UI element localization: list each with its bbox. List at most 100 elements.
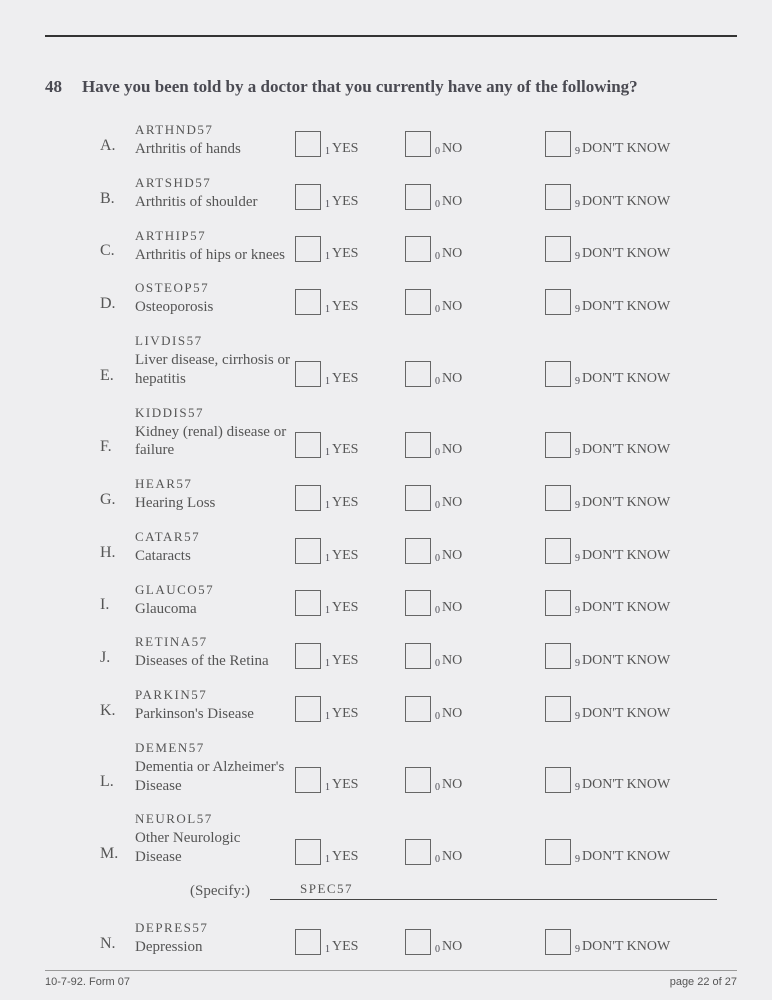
checkbox-no[interactable] (405, 184, 431, 210)
checkbox-no[interactable] (405, 767, 431, 793)
label-no: NO (442, 706, 462, 722)
sub-dk: 9 (575, 199, 580, 210)
checkbox-yes[interactable] (295, 590, 321, 616)
option-no: 0 NO (405, 361, 545, 389)
item-letter: C. (100, 242, 135, 264)
label-yes: YES (332, 548, 358, 564)
checkbox-yes[interactable] (295, 929, 321, 955)
label-no: NO (442, 371, 462, 387)
label-yes: YES (332, 141, 358, 157)
item-label: Other Neurologic Disease (135, 829, 290, 867)
checkbox-yes[interactable] (295, 131, 321, 157)
sub-no: 0 (435, 854, 440, 865)
sub-yes: 1 (325, 553, 330, 564)
checkbox-yes[interactable] (295, 236, 321, 262)
checkbox-yes[interactable] (295, 184, 321, 210)
checkbox-no[interactable] (405, 839, 431, 865)
specify-line[interactable]: SPEC57 (270, 899, 717, 900)
checkbox-dk[interactable] (545, 696, 571, 722)
option-no: 0 NO (405, 538, 545, 566)
checkbox-no[interactable] (405, 432, 431, 458)
item-letter: G. (100, 491, 135, 513)
item-row: E. LIVDIS57 Liver disease, cirrhosis or … (100, 333, 737, 389)
option-no: 0 NO (405, 485, 545, 513)
option-no: 0 NO (405, 184, 545, 212)
item-letter: N. (100, 935, 135, 957)
item-letter: H. (100, 544, 135, 566)
checkbox-yes[interactable] (295, 538, 321, 564)
option-dont-know: 9 DON'T KNOW (545, 929, 670, 957)
checkbox-yes[interactable] (295, 361, 321, 387)
checkbox-dk[interactable] (545, 767, 571, 793)
item-row: A. ARTHND57 Arthritis of hands 1 YES 0 N… (100, 122, 737, 159)
label-no: NO (442, 548, 462, 564)
specify-row: (Specify:) SPEC57 (190, 883, 737, 900)
option-dont-know: 9 DON'T KNOW (545, 767, 670, 795)
checkbox-yes[interactable] (295, 485, 321, 511)
specify-code: SPEC57 (300, 881, 353, 897)
item-code: DEMEN57 (135, 740, 290, 756)
option-no: 0 NO (405, 696, 545, 724)
item-row: L. DEMEN57 Dementia or Alzheimer's Disea… (100, 740, 737, 796)
label-no: NO (442, 600, 462, 616)
checkbox-yes[interactable] (295, 839, 321, 865)
checkbox-dk[interactable] (545, 184, 571, 210)
option-no: 0 NO (405, 432, 545, 460)
label-block: ARTHIP57 Arthritis of hips or knees (135, 228, 290, 265)
sub-dk: 9 (575, 711, 580, 722)
checkbox-dk[interactable] (545, 236, 571, 262)
checkbox-no[interactable] (405, 590, 431, 616)
checkbox-no[interactable] (405, 361, 431, 387)
item-row: D. OSTEOP57 Osteoporosis 1 YES 0 NO 9 DO… (100, 280, 737, 317)
item-label: Diseases of the Retina (135, 652, 290, 671)
sub-yes: 1 (325, 944, 330, 955)
option-yes: 1 YES (295, 131, 405, 159)
checkbox-yes[interactable] (295, 643, 321, 669)
checkbox-no[interactable] (405, 236, 431, 262)
label-dk: DON'T KNOW (582, 442, 670, 458)
sub-no: 0 (435, 376, 440, 387)
checkbox-yes[interactable] (295, 767, 321, 793)
option-dont-know: 9 DON'T KNOW (545, 590, 670, 618)
checkbox-dk[interactable] (545, 432, 571, 458)
label-yes: YES (332, 849, 358, 865)
checkbox-yes[interactable] (295, 432, 321, 458)
checkbox-yes[interactable] (295, 289, 321, 315)
checkbox-dk[interactable] (545, 538, 571, 564)
checkbox-dk[interactable] (545, 289, 571, 315)
sub-yes: 1 (325, 605, 330, 616)
checkbox-no[interactable] (405, 289, 431, 315)
checkbox-dk[interactable] (545, 590, 571, 616)
checkbox-no[interactable] (405, 131, 431, 157)
checkbox-dk[interactable] (545, 839, 571, 865)
sub-no: 0 (435, 251, 440, 262)
option-yes: 1 YES (295, 643, 405, 671)
label-yes: YES (332, 442, 358, 458)
checkbox-dk[interactable] (545, 131, 571, 157)
checkbox-no[interactable] (405, 643, 431, 669)
label-block: NEUROL57 Other Neurologic Disease (135, 811, 290, 867)
label-dk: DON'T KNOW (582, 777, 670, 793)
checkbox-dk[interactable] (545, 485, 571, 511)
checkbox-no[interactable] (405, 696, 431, 722)
checkbox-no[interactable] (405, 538, 431, 564)
label-dk: DON'T KNOW (582, 495, 670, 511)
checkbox-dk[interactable] (545, 929, 571, 955)
checkbox-yes[interactable] (295, 696, 321, 722)
label-no: NO (442, 246, 462, 262)
item-row: G. HEAR57 Hearing Loss 1 YES 0 NO 9 DON'… (100, 476, 737, 513)
sub-yes: 1 (325, 711, 330, 722)
item-letter: A. (100, 137, 135, 159)
checkbox-no[interactable] (405, 485, 431, 511)
item-code: RETINA57 (135, 634, 290, 650)
checkbox-dk[interactable] (545, 361, 571, 387)
item-letter: I. (100, 596, 135, 618)
sub-no: 0 (435, 447, 440, 458)
checkbox-dk[interactable] (545, 643, 571, 669)
checkbox-no[interactable] (405, 929, 431, 955)
item-row: C. ARTHIP57 Arthritis of hips or knees 1… (100, 228, 737, 265)
sub-dk: 9 (575, 854, 580, 865)
sub-yes: 1 (325, 376, 330, 387)
option-dont-know: 9 DON'T KNOW (545, 361, 670, 389)
label-dk: DON'T KNOW (582, 299, 670, 315)
